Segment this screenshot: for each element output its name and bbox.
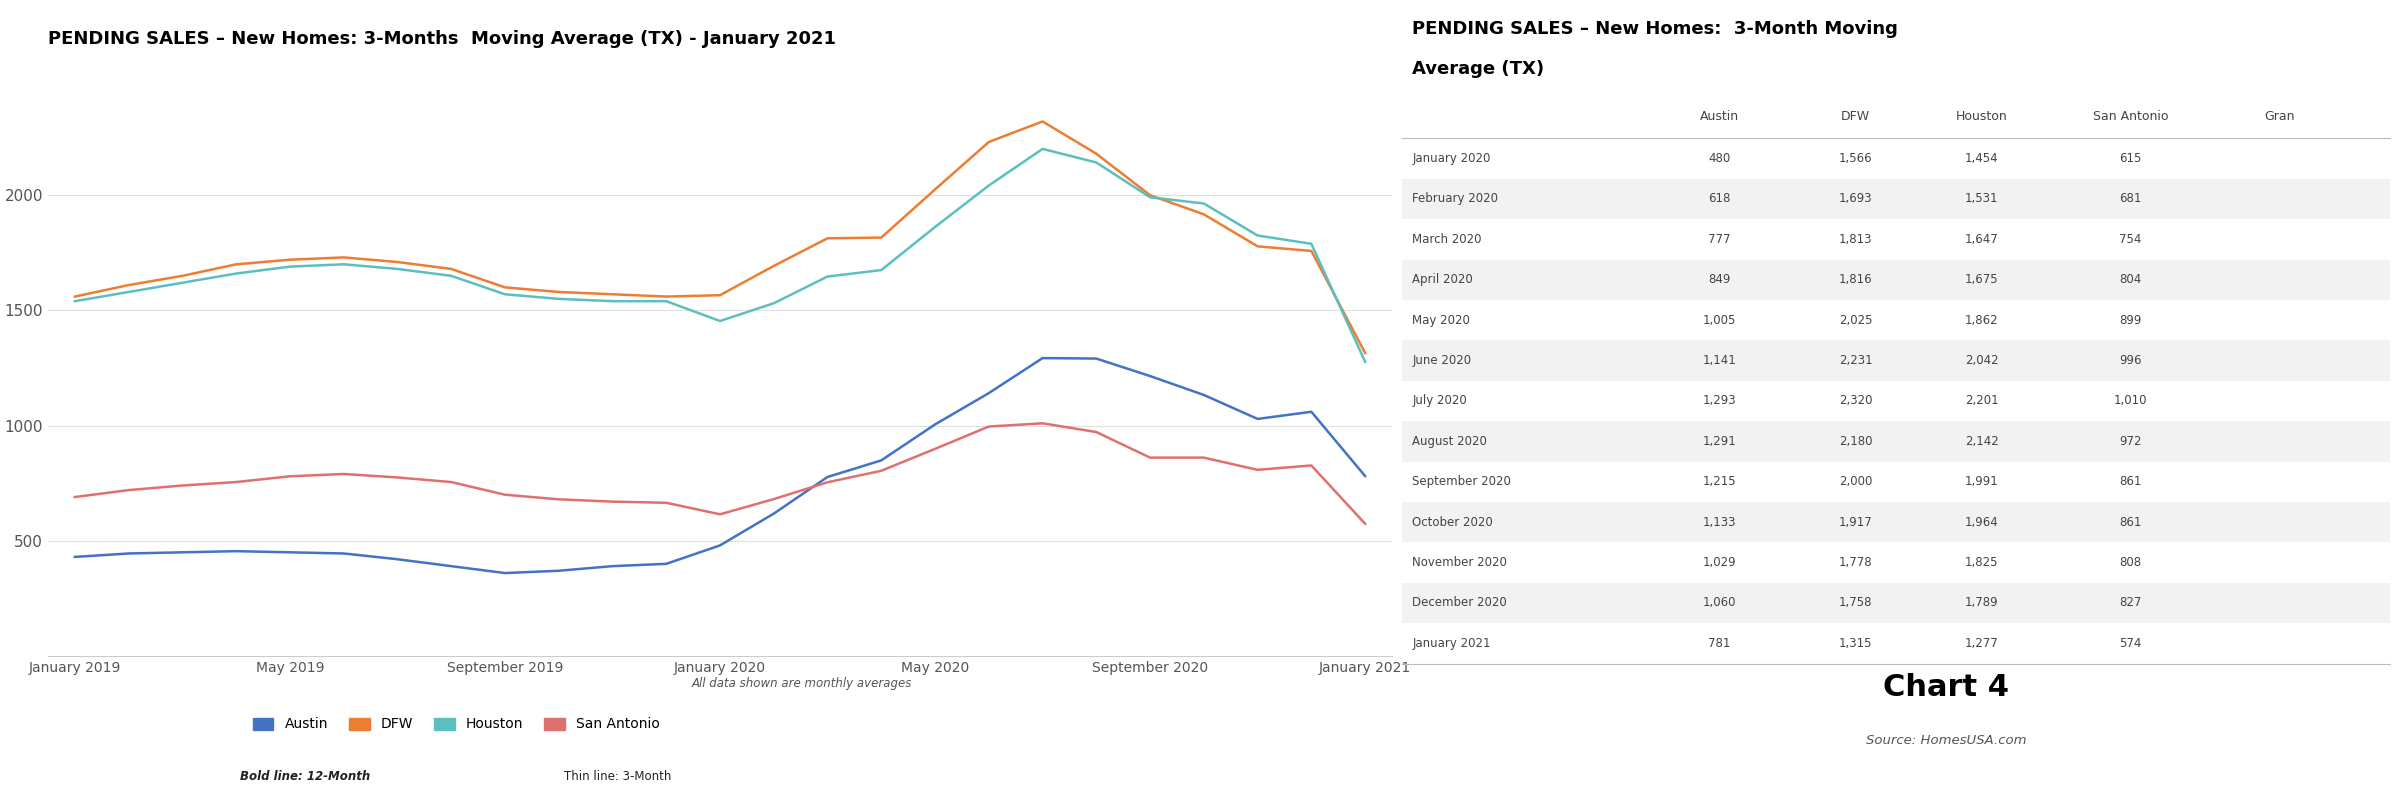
Text: 1,293: 1,293	[1702, 394, 1738, 407]
Text: PENDING SALES – New Homes: 3-Months  Moving Average (TX) - January 2021: PENDING SALES – New Homes: 3-Months Movi…	[48, 30, 835, 48]
FancyBboxPatch shape	[1402, 421, 2390, 462]
Text: All data shown are monthly averages: All data shown are monthly averages	[691, 678, 912, 690]
Text: 1,778: 1,778	[1838, 556, 1872, 569]
Text: 1,141: 1,141	[1702, 354, 1738, 367]
Text: November 2020: November 2020	[1411, 556, 1507, 569]
Text: 2,231: 2,231	[1838, 354, 1872, 367]
Text: 1,029: 1,029	[1702, 556, 1738, 569]
Text: 2,201: 2,201	[1966, 394, 1999, 407]
Text: January 2020: January 2020	[1411, 152, 1490, 165]
Text: 804: 804	[2119, 274, 2141, 286]
Text: July 2020: July 2020	[1411, 394, 1466, 407]
Text: May 2020: May 2020	[1411, 314, 1471, 326]
Text: June 2020: June 2020	[1411, 354, 1471, 367]
Text: August 2020: August 2020	[1411, 435, 1488, 448]
Text: 754: 754	[2119, 233, 2141, 246]
Text: 1,133: 1,133	[1704, 516, 1735, 529]
FancyBboxPatch shape	[1402, 178, 2390, 219]
Text: 1,758: 1,758	[1838, 597, 1872, 610]
Text: 1,862: 1,862	[1966, 314, 1999, 326]
Text: 574: 574	[2119, 637, 2141, 650]
Text: 1,277: 1,277	[1966, 637, 1999, 650]
Legend: Austin, DFW, Houston, San Antonio: Austin, DFW, Houston, San Antonio	[247, 712, 665, 737]
Text: 808: 808	[2119, 556, 2141, 569]
FancyBboxPatch shape	[1402, 582, 2390, 623]
Text: 972: 972	[2119, 435, 2141, 448]
Text: 1,825: 1,825	[1966, 556, 1999, 569]
FancyBboxPatch shape	[1402, 340, 2390, 381]
Text: San Antonio: San Antonio	[2093, 110, 2167, 122]
Text: Thin line: 3-Month: Thin line: 3-Month	[564, 770, 672, 782]
Text: September 2020: September 2020	[1411, 475, 1512, 488]
Text: DFW: DFW	[1841, 110, 1870, 122]
Text: Austin: Austin	[1699, 110, 1740, 122]
Text: Bold line: 12-Month: Bold line: 12-Month	[240, 770, 370, 782]
Text: 681: 681	[2119, 193, 2141, 206]
Text: 480: 480	[1709, 152, 1730, 165]
Text: 899: 899	[2119, 314, 2141, 326]
Text: 861: 861	[2119, 475, 2141, 488]
Text: 2,042: 2,042	[1966, 354, 1999, 367]
Text: March 2020: March 2020	[1411, 233, 1481, 246]
Text: 1,010: 1,010	[2114, 394, 2148, 407]
Text: Source: HomesUSA.com: Source: HomesUSA.com	[1867, 734, 2026, 746]
Text: 1,991: 1,991	[1966, 475, 1999, 488]
Text: 1,647: 1,647	[1966, 233, 1999, 246]
FancyBboxPatch shape	[1402, 502, 2390, 542]
Text: February 2020: February 2020	[1411, 193, 1498, 206]
Text: 2,000: 2,000	[1838, 475, 1872, 488]
Text: 1,675: 1,675	[1966, 274, 1999, 286]
Text: 1,816: 1,816	[1838, 274, 1872, 286]
Text: 2,142: 2,142	[1966, 435, 1999, 448]
Text: October 2020: October 2020	[1411, 516, 1493, 529]
Text: December 2020: December 2020	[1411, 597, 1507, 610]
Text: 1,693: 1,693	[1838, 193, 1872, 206]
Text: 1,789: 1,789	[1966, 597, 1999, 610]
Text: 1,215: 1,215	[1702, 475, 1738, 488]
Text: Gran: Gran	[2263, 110, 2294, 122]
Text: 2,320: 2,320	[1838, 394, 1872, 407]
Text: 1,315: 1,315	[1838, 637, 1872, 650]
Text: 618: 618	[1709, 193, 1730, 206]
Text: 827: 827	[2119, 597, 2141, 610]
Text: 1,566: 1,566	[1838, 152, 1872, 165]
Text: PENDING SALES – New Homes:  3-Month Moving: PENDING SALES – New Homes: 3-Month Movin…	[1411, 20, 1898, 38]
Text: 2,025: 2,025	[1838, 314, 1872, 326]
Text: Houston: Houston	[1956, 110, 2006, 122]
Text: Chart 4: Chart 4	[1884, 674, 2009, 702]
Text: 1,454: 1,454	[1966, 152, 1999, 165]
Text: 2,180: 2,180	[1838, 435, 1872, 448]
Text: January 2021: January 2021	[1411, 637, 1490, 650]
Text: 1,531: 1,531	[1966, 193, 1999, 206]
Text: 615: 615	[2119, 152, 2141, 165]
Text: 996: 996	[2119, 354, 2141, 367]
Text: 1,917: 1,917	[1838, 516, 1872, 529]
Text: 1,005: 1,005	[1704, 314, 1735, 326]
Text: April 2020: April 2020	[1411, 274, 1474, 286]
Text: 1,060: 1,060	[1704, 597, 1735, 610]
FancyBboxPatch shape	[1402, 259, 2390, 300]
Text: 781: 781	[1709, 637, 1730, 650]
Text: Average (TX): Average (TX)	[1411, 60, 1543, 78]
Text: 1,964: 1,964	[1966, 516, 1999, 529]
Text: 861: 861	[2119, 516, 2141, 529]
Text: 777: 777	[1709, 233, 1730, 246]
Text: 849: 849	[1709, 274, 1730, 286]
Text: 1,813: 1,813	[1838, 233, 1872, 246]
Text: 1,291: 1,291	[1702, 435, 1738, 448]
